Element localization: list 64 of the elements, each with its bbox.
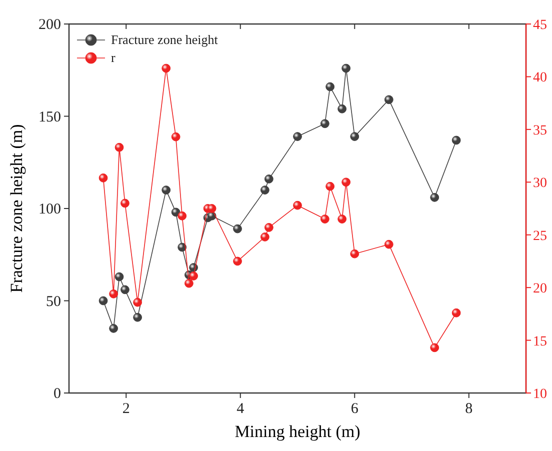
point	[109, 324, 118, 333]
point	[264, 174, 274, 184]
point	[326, 82, 335, 92]
point	[189, 272, 198, 280]
point	[293, 132, 302, 141]
point	[430, 192, 440, 202]
point	[350, 249, 360, 258]
point	[260, 232, 270, 242]
y2-tick-label: 40	[533, 70, 547, 86]
x-tick-label: 8	[465, 401, 473, 417]
y-tick-label: 150	[38, 109, 61, 126]
y2-tick-label: 25	[533, 228, 547, 244]
point	[98, 296, 108, 306]
y2-tick-label: 20	[533, 282, 547, 297]
point	[171, 208, 180, 217]
y-tick-label: 50	[46, 294, 61, 310]
point	[342, 64, 351, 73]
point	[207, 204, 216, 213]
point	[171, 132, 180, 142]
point	[293, 200, 302, 210]
point	[384, 95, 394, 104]
y2-tick-label: 10	[533, 387, 547, 402]
point	[338, 104, 347, 114]
point	[320, 214, 330, 224]
point	[120, 198, 130, 208]
point	[264, 223, 274, 232]
y-tick-label: 100	[38, 202, 61, 218]
y2-tick-label: 45	[533, 18, 547, 33]
point	[326, 182, 335, 191]
point	[98, 173, 108, 182]
y-tick-label: 0	[54, 386, 61, 402]
point	[338, 214, 347, 224]
y-axis-title: Fracture zone height (m)	[7, 124, 26, 293]
y-tick-label: 200	[38, 17, 61, 33]
point	[320, 119, 330, 128]
point	[133, 298, 142, 307]
point	[178, 242, 187, 252]
point	[162, 186, 171, 194]
y2-tick-label: 30	[533, 176, 547, 192]
point	[233, 224, 242, 234]
point	[342, 178, 351, 187]
point	[162, 64, 171, 73]
point	[133, 312, 142, 322]
point	[350, 132, 360, 141]
point	[178, 211, 187, 220]
point	[452, 136, 461, 145]
point	[114, 142, 124, 152]
point	[114, 272, 124, 282]
x-tick-label: 4	[236, 401, 245, 417]
point	[452, 308, 461, 318]
y2-tick-label: 15	[533, 334, 547, 350]
point	[384, 240, 394, 249]
point	[260, 186, 270, 194]
point	[184, 278, 194, 288]
x-tick-label: 2	[122, 401, 130, 417]
point	[109, 289, 118, 298]
legend-label: Fracture zone height	[111, 32, 218, 47]
y2-tick-label: 35	[533, 123, 547, 138]
x-axis-title: Mining height (m)	[234, 422, 360, 441]
point	[233, 256, 242, 266]
x-tick-label: 6	[350, 401, 359, 417]
legend-label: r	[111, 50, 116, 65]
point	[120, 285, 130, 294]
point	[430, 343, 440, 352]
